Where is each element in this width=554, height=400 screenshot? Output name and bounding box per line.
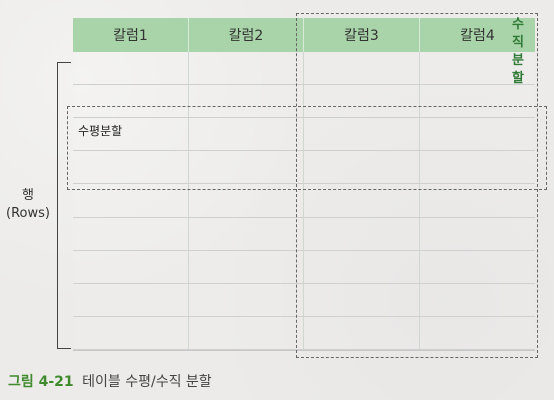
table-cell: [420, 118, 535, 152]
table-cell: [73, 184, 189, 218]
table-cell: [189, 217, 304, 251]
table-cell: [304, 217, 420, 251]
table-cell: [189, 316, 304, 350]
table-cell: [304, 118, 420, 152]
horizontal-split-label: 수평분할: [78, 124, 123, 138]
table-cell: [189, 85, 304, 119]
column-3-header: 칼럼3: [304, 18, 420, 52]
table-cell: [189, 151, 304, 185]
table-cell: [73, 283, 189, 317]
vertical-split-label: 수 직 분 할: [512, 17, 524, 86]
table-cell: [73, 118, 189, 152]
column-1-header: 칼럼1: [73, 18, 189, 52]
table-cell: [189, 184, 304, 218]
table-cell: [304, 283, 420, 317]
table-diagram: 칼럼1 칼럼2 칼럼3 칼럼4: [73, 18, 535, 351]
figure-number: 그림 4-21: [8, 374, 74, 390]
rows-bracket: [57, 62, 71, 349]
table-cell: [189, 283, 304, 317]
table-cell: [73, 250, 189, 284]
table-cell: [304, 85, 420, 119]
table-cell: [420, 151, 535, 185]
table-cell: [304, 316, 420, 350]
table-cell: [73, 217, 189, 251]
table-cell: [304, 250, 420, 284]
table-cell: [304, 52, 420, 86]
table-cell: [189, 250, 304, 284]
table-cell: [420, 85, 535, 119]
table-cell: [420, 316, 535, 350]
table-cell: [189, 52, 304, 86]
table-cell: [420, 52, 535, 86]
table-cell: [73, 85, 189, 119]
column-4-header: 칼럼4: [460, 28, 495, 44]
table-cell: [420, 184, 535, 218]
table-cell: [420, 283, 535, 317]
figure-title: 테이블 수평/수직 분할: [82, 374, 212, 390]
table-cell: [420, 217, 535, 251]
column-2-header: 칼럼2: [189, 18, 304, 52]
table-cell: [73, 52, 189, 86]
table-cell: [304, 151, 420, 185]
table-cell: [189, 118, 304, 152]
rows-label: 행 (Rows): [6, 188, 50, 221]
table-body-grid: [73, 52, 535, 351]
table-cell: [73, 151, 189, 185]
table-cell: [304, 184, 420, 218]
table-cell: [73, 316, 189, 350]
table-header-row: 칼럼1 칼럼2 칼럼3 칼럼4: [73, 18, 535, 52]
table-cell: [420, 250, 535, 284]
figure-caption: 그림 4-21 테이블 수평/수직 분할: [8, 371, 212, 391]
